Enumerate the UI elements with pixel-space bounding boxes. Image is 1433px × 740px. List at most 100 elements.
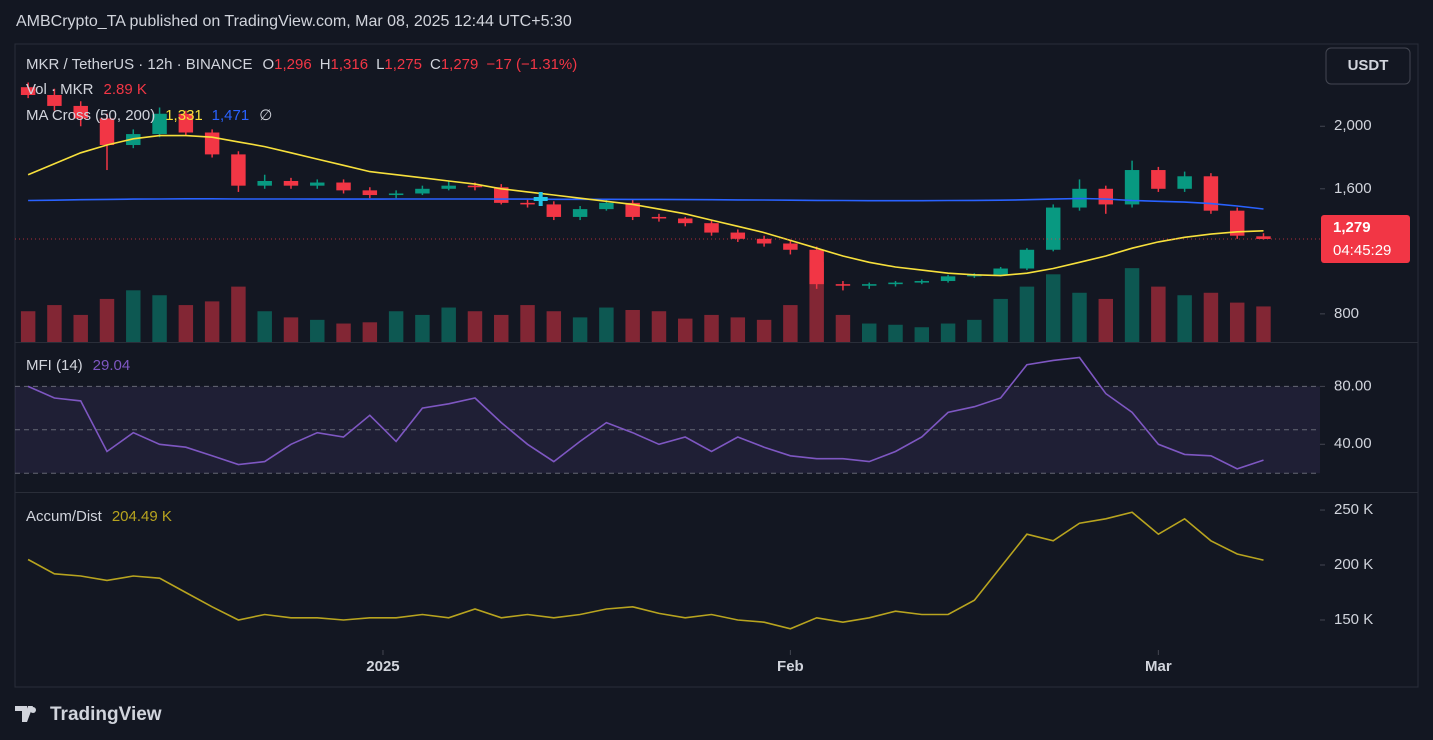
candle-body [467, 185, 483, 188]
y-tick-label: 40.00 [1334, 435, 1372, 452]
volume-bar [310, 319, 325, 342]
logo-dot [30, 707, 36, 713]
candle-body [204, 132, 220, 155]
countdown-label: 04:45:29 [1333, 242, 1391, 259]
candle-body [651, 216, 667, 219]
volume-bar [1019, 286, 1035, 342]
volume-bar [546, 311, 562, 342]
last-price-badge [1321, 214, 1410, 263]
candle-body [1151, 170, 1166, 189]
mfi-title: MFI (14) [26, 357, 83, 374]
y-tick-label: 200 K [1334, 556, 1373, 573]
volume-bar [1124, 268, 1140, 342]
candle-body [1256, 236, 1271, 239]
volume-value: 2.89 K [104, 81, 147, 98]
candle-body [572, 209, 588, 217]
x-tick-label: Feb [777, 658, 804, 675]
legend-value: 1,279 [441, 56, 479, 73]
candle-body [625, 202, 640, 217]
cross-marker [533, 191, 548, 206]
legend-value: 1,296 [274, 56, 312, 73]
volume-bar [336, 323, 351, 342]
volume-bar [231, 286, 246, 342]
candle-body [1229, 210, 1245, 236]
candle-body [441, 185, 456, 189]
x-tick-label: Mar [1145, 658, 1172, 675]
candle-body [152, 113, 167, 135]
volume-bar [651, 311, 667, 342]
volume-bar [625, 310, 640, 342]
legend-label: C [430, 56, 441, 73]
candle-body [1177, 176, 1192, 189]
candle-body [520, 202, 535, 205]
y-tick-label: 800 [1334, 305, 1359, 322]
volume-bar [1256, 306, 1271, 342]
y-tick-label: 150 K [1334, 611, 1373, 628]
candle-body [993, 268, 1008, 275]
legend-value: 1,316 [331, 56, 369, 73]
volume-bar [1098, 298, 1114, 342]
symbol: MKR / TetherUS · 12h · BINANCE [26, 56, 252, 73]
candle-body [1124, 170, 1140, 205]
volume-bar [599, 307, 614, 342]
volume-bar [415, 314, 430, 342]
volume-bar [862, 323, 877, 342]
volume-bar [494, 314, 509, 342]
volume-bar [178, 305, 194, 342]
candle-body [1098, 188, 1114, 205]
logo [15, 706, 36, 722]
indicator-line [27, 356, 1264, 470]
y-tick-label: 80.00 [1334, 377, 1372, 394]
legend-value: 1,275 [384, 56, 422, 73]
volume-bar [914, 327, 930, 342]
frame [14, 43, 1419, 688]
ma-slow-value: 1,471 [212, 107, 250, 124]
volume-bar [441, 307, 456, 342]
candle-body [47, 94, 62, 106]
candle-body [415, 188, 430, 194]
candle-body [257, 180, 272, 186]
candle-body [809, 249, 824, 285]
ma-title: MA Cross (50, 200) [26, 107, 155, 124]
volume-bar [993, 298, 1008, 342]
volume-bar [47, 305, 62, 342]
candle-body [783, 243, 798, 250]
volume-bar [388, 311, 404, 342]
volume-bar [1229, 302, 1245, 342]
volume-bar [704, 314, 719, 342]
y-tick-label: 250 K [1334, 501, 1373, 518]
header-title: AMBCrypto_TA published on TradingView.co… [16, 13, 572, 30]
candle-body [178, 113, 194, 133]
legend-change: −17 (−1.31%) [486, 56, 577, 73]
volume-bar [678, 318, 693, 342]
candle-body [940, 276, 956, 282]
candle-body [835, 284, 851, 286]
candle-body [1019, 249, 1035, 269]
volume-bar [73, 314, 88, 342]
brand: TradingView [50, 704, 162, 725]
volume-bar [520, 305, 535, 342]
volume-bar [730, 317, 746, 342]
candle-body [362, 190, 378, 196]
candle-body [283, 180, 299, 186]
volume-bar [756, 319, 772, 342]
volume-bar [204, 301, 220, 342]
candle-body [678, 218, 693, 224]
volume-bar [1177, 295, 1192, 342]
candle-body [231, 154, 246, 186]
ma-extra: ∅ [259, 107, 272, 124]
currency-button[interactable] [1325, 47, 1411, 85]
legend-label: O [262, 56, 274, 73]
volume-bar [99, 298, 115, 342]
indicator-line [27, 511, 1264, 630]
last-price-label: 1,279 [1333, 219, 1371, 236]
volume-bar [888, 324, 903, 342]
volume-bar [967, 319, 982, 342]
logo-mark [15, 706, 33, 722]
legend-label: L [376, 56, 384, 73]
candle-body [99, 118, 115, 146]
candle-body [599, 202, 614, 210]
legend-volume: Vol · MKR 2.89 K [26, 81, 147, 98]
